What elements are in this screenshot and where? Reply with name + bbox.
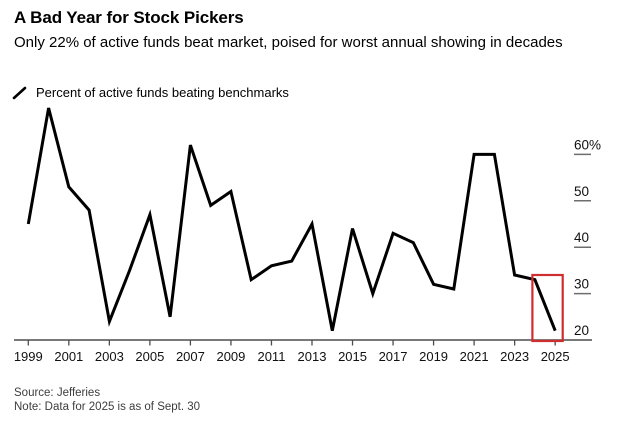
x-tick-label: 2011 (257, 349, 285, 364)
line-slash-icon (12, 86, 28, 100)
y-tick-label: 40 (574, 230, 589, 245)
chart-legend: Percent of active funds beating benchmar… (12, 85, 289, 100)
legend-label: Percent of active funds beating benchmar… (36, 85, 289, 100)
x-tick-label: 2021 (460, 349, 489, 364)
series-line (26, 107, 557, 332)
x-tick-label: 2003 (95, 349, 124, 364)
highlight-box (531, 273, 564, 343)
x-tick-label: 2019 (419, 349, 448, 364)
x-tick-label: 2025 (541, 349, 570, 364)
data-note: Note: Data for 2025 is as of Sept. 30 (14, 401, 201, 413)
x-tick-label: 2009 (216, 349, 245, 364)
x-tick-label: 2015 (338, 349, 367, 364)
chart-header: A Bad Year for Stock Pickers Only 22% of… (14, 8, 614, 53)
page-title: A Bad Year for Stock Pickers (14, 8, 244, 27)
x-tick-label: 2001 (54, 349, 83, 364)
y-tick-label: 60% (574, 137, 601, 152)
x-tick-label: 1999 (14, 349, 43, 364)
y-tick-label: 30 (574, 277, 589, 292)
chart-footer: Source: Jefferies Note: Data for 2025 is… (14, 386, 200, 414)
x-tick-label: 2005 (135, 349, 164, 364)
x-tick-label: 2023 (500, 349, 529, 364)
chart-subtitle: Only 22% of active funds beat market, po… (14, 34, 563, 51)
y-tick-label: 20 (574, 323, 589, 338)
x-tick-label: 2007 (176, 349, 205, 364)
source-note: Source: Jefferies (14, 387, 101, 399)
x-tick-label: 2013 (298, 349, 327, 364)
x-tick-label: 2017 (379, 349, 408, 364)
chart-svg: 20 30 40 50 60% 1999 2001 2003 2005 2007 2009 2011 2… (14, 107, 601, 364)
y-tick-label: 50 (574, 184, 589, 199)
